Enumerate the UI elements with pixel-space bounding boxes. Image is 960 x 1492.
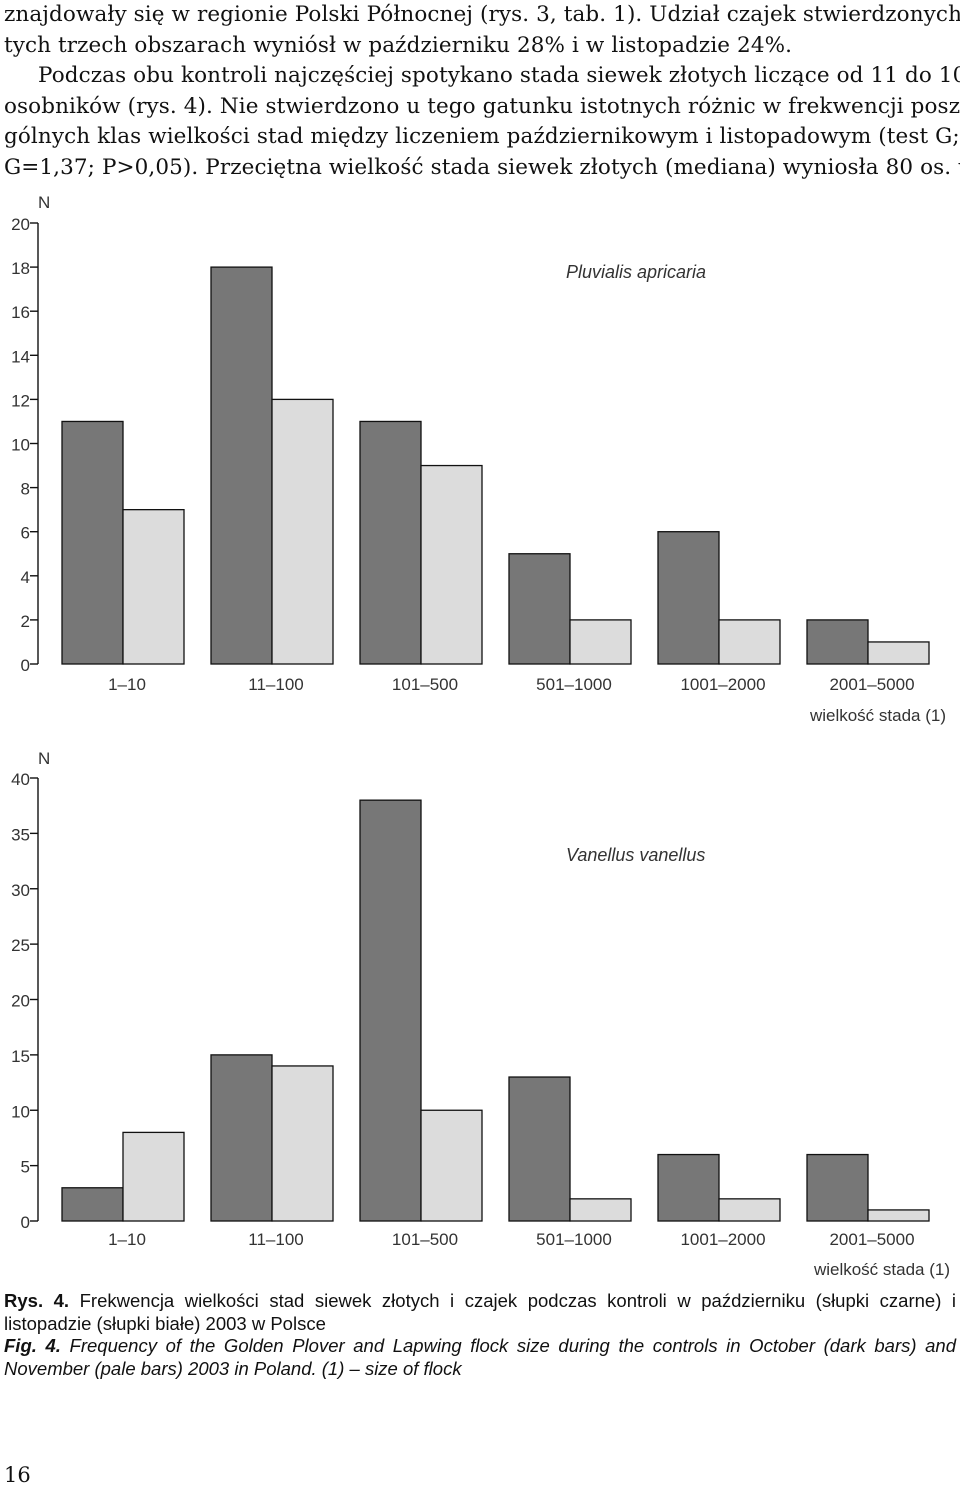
- x-category-label: 101–500: [392, 1230, 458, 1249]
- y-tick-label: 6: [21, 524, 30, 543]
- y-tick-label: 0: [21, 1213, 30, 1232]
- y-tick-label: 8: [21, 480, 30, 499]
- body-line: osobników (rys. 4). Nie stwierdzono u te…: [4, 93, 960, 119]
- x-axis-label: wielkość stada (1): [809, 706, 946, 725]
- y-tick-label: 12: [11, 391, 30, 410]
- y-tick-label: 0: [21, 656, 30, 675]
- bar-october: [508, 553, 571, 665]
- bar-october: [210, 1054, 273, 1222]
- bar-october: [61, 420, 124, 665]
- y-tick-label: 30: [11, 881, 30, 900]
- bar-october: [657, 1153, 720, 1222]
- x-category-label: 501–1000: [536, 675, 612, 694]
- y-tick-label: 18: [11, 259, 30, 278]
- y-tick-label: 40: [11, 770, 30, 789]
- y-tick-label: 4: [21, 568, 30, 587]
- bar-october: [508, 1076, 571, 1222]
- y-tick-label: 10: [11, 436, 30, 455]
- x-category-label: 1001–2000: [680, 1230, 765, 1249]
- chart-vanellus: 0 5 10 15 20 25 30 35 40 N 1–10 11–100 101–500 501–10…: [11, 749, 950, 1279]
- body-line: znajdowały się w regionie Polski Północn…: [4, 2, 960, 27]
- bar-november: [420, 1109, 483, 1222]
- caption-english: Fig. 4. Frequency of the Golden Plover a…: [4, 1335, 956, 1380]
- bar-november: [569, 619, 632, 665]
- bar-october: [806, 619, 869, 665]
- bar-october: [61, 1187, 124, 1222]
- caption-polish: Rys. 4. Frekwencja wielkości stad siewek…: [4, 1290, 956, 1335]
- caption-polish-text: Frekwencja wielkości stad siewek złotych…: [4, 1290, 957, 1334]
- bar-october: [210, 266, 273, 665]
- bar-november: [718, 1198, 781, 1222]
- x-category-label: 101–500: [392, 675, 458, 694]
- bar-november: [569, 1198, 632, 1222]
- x-category-label: 11–100: [248, 675, 303, 694]
- species-title: Pluvialis apricaria: [566, 262, 706, 282]
- y-tick-label: 16: [11, 303, 30, 322]
- y-axis-label: N: [38, 749, 50, 768]
- y-tick-label: 15: [11, 1047, 30, 1066]
- body-text: znajdowały się w regionie Polski Północn…: [4, 0, 960, 184]
- bar-november: [271, 1065, 334, 1222]
- x-category-label: 1001–2000: [680, 675, 765, 694]
- y-tick-label: 35: [11, 825, 30, 844]
- bar-october: [657, 531, 720, 665]
- bar-october: [359, 799, 422, 1222]
- x-category-label: 1–10: [108, 675, 146, 694]
- bar-november: [122, 1131, 185, 1222]
- y-tick-label: 2: [21, 612, 30, 631]
- y-tick-label: 20: [11, 215, 30, 234]
- page-number: 16: [4, 1463, 31, 1487]
- bar-november: [718, 619, 781, 665]
- body-line: G=1,37; P>0,05). Przeciętna wielkość sta…: [4, 154, 960, 180]
- bar-november: [122, 508, 185, 665]
- bar-november: [271, 398, 334, 665]
- bar-october: [359, 420, 422, 665]
- x-category-label: 2001–5000: [829, 1230, 914, 1249]
- y-axis-label: N: [38, 193, 50, 212]
- y-tick-label: 25: [11, 936, 30, 955]
- bar-october: [806, 1153, 869, 1222]
- body-line: tych trzech obszarach wyniósł w paździer…: [4, 32, 793, 58]
- species-title: Vanellus vanellus: [566, 845, 705, 865]
- y-tick-label: 20: [11, 992, 30, 1011]
- caption-english-label: Fig. 4.: [4, 1335, 61, 1356]
- x-axis-label: wielkość stada (1): [813, 1260, 950, 1279]
- x-category-label: 501–1000: [536, 1230, 612, 1249]
- caption-polish-label: Rys. 4.: [4, 1290, 70, 1311]
- caption-english-text: Frequency of the Golden Plover and Lapwi…: [4, 1335, 956, 1379]
- y-tick-label: 14: [11, 347, 30, 366]
- bar-november: [867, 641, 930, 665]
- body-line: gólnych klas wielkości stad między licze…: [4, 124, 960, 150]
- y-tick-label: 10: [11, 1102, 30, 1121]
- body-line: Podczas obu kontroli najczęściej spotyka…: [38, 63, 960, 89]
- bar-november: [867, 1209, 930, 1222]
- x-category-label: 11–100: [248, 1230, 303, 1249]
- chart-pluvialis: 0 2 4 6 8 10 12 14 16 18 20 N 1–10 11–100 101–500 501–1…: [11, 193, 946, 725]
- bar-november: [420, 464, 483, 665]
- y-tick-label: 5: [21, 1158, 30, 1177]
- x-category-label: 2001–5000: [829, 675, 914, 694]
- x-category-label: 1–10: [108, 1230, 146, 1249]
